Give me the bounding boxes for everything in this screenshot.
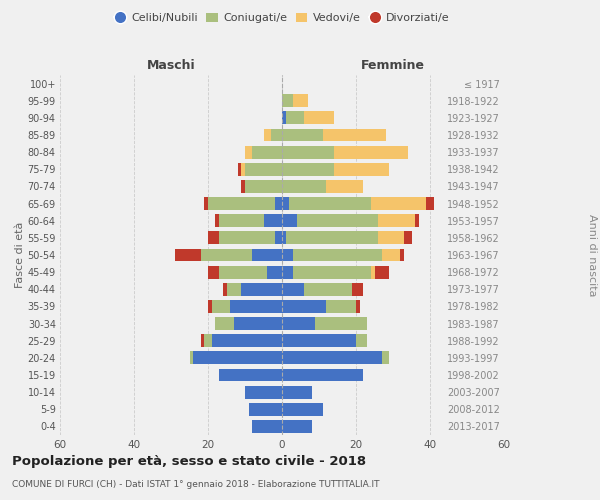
Bar [286,232,378,244]
Bar [282,403,323,415]
Bar [282,128,323,141]
Bar [245,386,282,398]
Bar [200,248,253,262]
Bar [282,368,364,382]
Bar [282,112,286,124]
Text: COMUNE DI FURCI (CH) - Dati ISTAT 1° gennaio 2018 - Elaborazione TUTTITALIA.IT: COMUNE DI FURCI (CH) - Dati ISTAT 1° gen… [12,480,380,489]
Bar [238,163,241,175]
Bar [267,266,282,278]
Bar [282,283,304,296]
Bar [208,300,212,313]
Bar [215,214,219,227]
Bar [426,197,434,210]
Bar [282,300,326,313]
Text: Femmine: Femmine [361,58,425,71]
Bar [263,214,282,227]
Bar [282,420,311,433]
Bar [297,214,378,227]
Bar [304,112,334,124]
Bar [208,232,219,244]
Bar [334,146,408,158]
Bar [326,300,356,313]
Bar [245,180,282,193]
Bar [352,283,364,296]
Bar [286,112,304,124]
Bar [193,352,282,364]
Bar [204,197,208,210]
Bar [208,197,275,210]
Bar [263,128,271,141]
Bar [371,197,426,210]
Bar [415,214,419,227]
Bar [212,334,282,347]
Bar [219,266,267,278]
Bar [241,180,245,193]
Bar [404,232,412,244]
Bar [293,266,371,278]
Bar [374,266,389,278]
Bar [249,403,282,415]
Bar [219,214,263,227]
Bar [282,386,311,398]
Bar [275,232,282,244]
Bar [271,128,282,141]
Bar [282,94,293,107]
Bar [190,352,193,364]
Y-axis label: Fasce di età: Fasce di età [14,222,25,288]
Bar [282,317,316,330]
Bar [282,197,289,210]
Bar [230,300,282,313]
Bar [282,352,382,364]
Text: Popolazione per età, sesso e stato civile - 2018: Popolazione per età, sesso e stato civil… [12,455,366,468]
Text: Anni di nascita: Anni di nascita [587,214,597,296]
Legend: Celibi/Nubili, Coniugati/e, Vedovi/e, Divorziati/e: Celibi/Nubili, Coniugati/e, Vedovi/e, Di… [110,8,454,28]
Bar [241,163,245,175]
Bar [326,180,364,193]
Bar [356,300,360,313]
Bar [219,232,275,244]
Bar [275,197,282,210]
Bar [334,163,389,175]
Bar [293,248,382,262]
Bar [371,266,374,278]
Bar [282,266,293,278]
Bar [382,352,389,364]
Bar [227,283,241,296]
Bar [234,317,282,330]
Bar [223,283,227,296]
Bar [245,146,253,158]
Bar [282,248,293,262]
Bar [282,334,356,347]
Bar [282,146,334,158]
Bar [215,317,234,330]
Bar [253,420,282,433]
Bar [208,266,219,278]
Bar [253,248,282,262]
Bar [304,283,352,296]
Bar [282,214,297,227]
Bar [382,248,400,262]
Bar [241,283,282,296]
Bar [400,248,404,262]
Bar [289,197,371,210]
Bar [212,300,230,313]
Bar [323,128,386,141]
Bar [316,317,367,330]
Bar [282,163,334,175]
Bar [282,180,326,193]
Bar [175,248,200,262]
Bar [356,334,367,347]
Bar [200,334,204,347]
Bar [245,163,282,175]
Bar [282,232,286,244]
Bar [378,232,404,244]
Bar [253,146,282,158]
Bar [219,368,282,382]
Bar [293,94,308,107]
Bar [204,334,212,347]
Text: Maschi: Maschi [146,58,196,71]
Bar [378,214,415,227]
